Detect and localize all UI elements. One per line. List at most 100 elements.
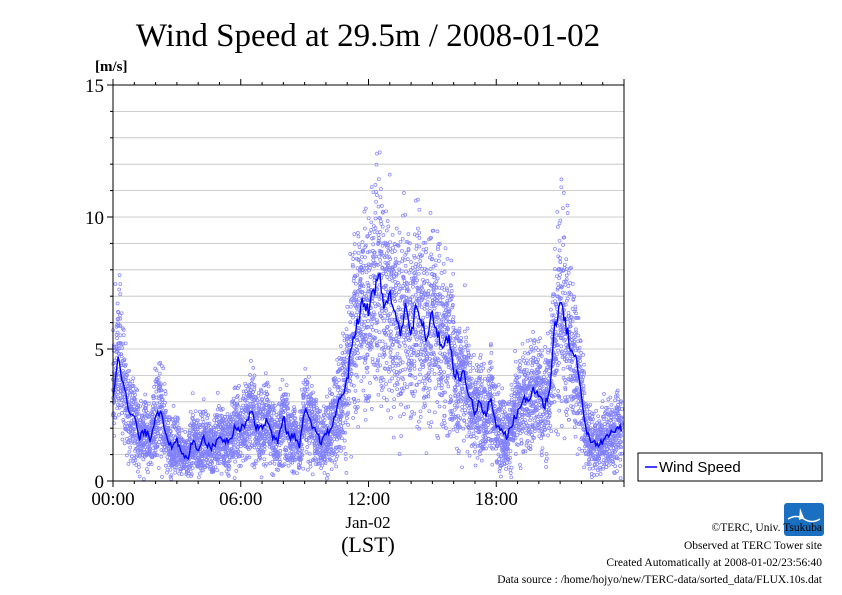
data-point: [307, 374, 311, 379]
data-point: [141, 452, 145, 457]
data-point: [163, 389, 168, 393]
data-point: [405, 257, 410, 261]
data-point: [398, 298, 403, 303]
data-point: [115, 301, 120, 306]
chart-title: Wind Speed at 29.5m / 2008-01-02: [136, 18, 600, 54]
data-point: [117, 382, 122, 387]
data-point: [373, 216, 378, 221]
data-point: [426, 390, 431, 395]
data-point: [235, 394, 240, 398]
data-point: [471, 366, 475, 370]
data-point: [197, 475, 201, 480]
data-point: [121, 333, 126, 337]
data-point: [227, 463, 232, 468]
data-point: [365, 370, 370, 375]
data-point: [215, 413, 219, 417]
data-point: [284, 448, 289, 452]
data-point: [397, 452, 402, 456]
data-point: [429, 420, 434, 425]
data-point: [312, 433, 317, 438]
data-point: [329, 467, 334, 472]
data-point: [147, 446, 152, 451]
data-point: [201, 420, 206, 424]
data-point: [235, 445, 240, 450]
data-point: [448, 394, 453, 399]
data-point: [356, 351, 360, 356]
data-point: [228, 455, 232, 460]
data-point: [384, 228, 389, 233]
data-point: [116, 317, 121, 321]
data-point: [418, 415, 423, 419]
data-point: [348, 304, 353, 309]
data-point: [353, 410, 358, 414]
data-point: [464, 335, 469, 340]
data-point: [243, 381, 248, 386]
data-point: [252, 384, 257, 389]
data-point: [263, 383, 268, 387]
data-point: [445, 288, 450, 293]
data-point: [262, 407, 267, 412]
data-point: [257, 455, 262, 460]
data-point: [207, 421, 212, 426]
data-point: [390, 389, 394, 393]
data-point: [250, 463, 255, 467]
data-point: [258, 456, 263, 461]
data-point: [310, 472, 315, 477]
data-point: [393, 256, 398, 261]
data-point: [451, 325, 456, 330]
data-point: [241, 432, 245, 436]
data-point: [260, 401, 265, 406]
data-point: [201, 409, 206, 414]
data-point: [244, 441, 249, 445]
data-point: [122, 441, 127, 446]
data-point: [400, 236, 405, 241]
data-point: [468, 369, 473, 374]
data-point: [116, 310, 120, 315]
data-point: [233, 419, 238, 423]
data-point: [210, 456, 215, 461]
data-point: [369, 228, 374, 232]
data-point: [135, 411, 139, 416]
data-point: [171, 404, 176, 408]
data-point: [165, 455, 170, 460]
data-point: [437, 253, 442, 258]
scatter-points: [110, 150, 624, 481]
data-point: [406, 355, 410, 360]
data-point: [474, 368, 479, 373]
data-point: [215, 415, 220, 419]
data-point: [292, 409, 297, 414]
data-point: [116, 324, 120, 328]
data-point: [346, 423, 350, 427]
data-point: [154, 368, 159, 373]
data-point: [290, 413, 294, 418]
data-point: [126, 462, 131, 466]
data-point: [272, 457, 277, 462]
data-point: [238, 454, 242, 459]
data-point: [304, 392, 309, 396]
data-point: [118, 333, 123, 338]
data-point: [312, 458, 317, 463]
data-point: [159, 388, 164, 393]
data-point: [159, 382, 163, 387]
data-point: [199, 433, 204, 438]
data-point: [480, 397, 485, 402]
data-point: [226, 474, 231, 478]
data-point: [396, 377, 401, 381]
data-point: [270, 459, 275, 464]
data-point: [308, 464, 313, 469]
data-point: [474, 435, 479, 440]
data-point: [209, 429, 214, 434]
data-point: [390, 376, 394, 381]
data-point: [417, 426, 421, 431]
data-point: [362, 209, 367, 214]
data-point: [239, 406, 244, 410]
data-point: [234, 407, 239, 412]
data-point: [114, 392, 118, 397]
data-point: [449, 289, 454, 293]
data-point: [274, 445, 279, 449]
data-point: [255, 403, 259, 408]
data-point: [412, 411, 417, 416]
data-point: [140, 414, 145, 418]
data-point: [280, 377, 285, 382]
data-point: [168, 467, 173, 472]
